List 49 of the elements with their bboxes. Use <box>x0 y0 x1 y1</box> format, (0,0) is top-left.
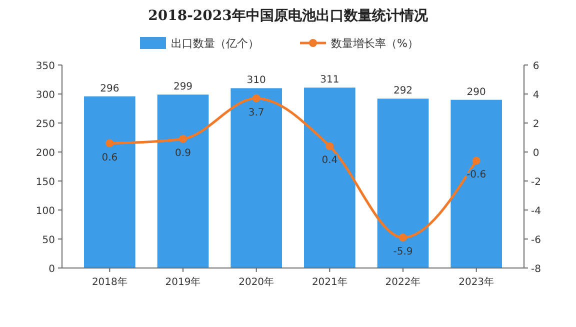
y2-tick-label: 6 <box>532 61 540 72</box>
y-tick-label: 250 <box>36 119 55 130</box>
data-label: 0.6 <box>102 152 118 164</box>
chart-title: 2018-2023年中国原电池出口数量统计情况 <box>148 7 429 24</box>
y2-tick-label: -6 <box>531 235 541 246</box>
x-tick-label: 2022年 <box>385 276 421 288</box>
data-label: 311 <box>320 74 340 86</box>
data-label: 290 <box>466 86 486 98</box>
data-label: 292 <box>393 86 413 97</box>
data-label: 310 <box>246 75 266 86</box>
point <box>179 134 187 143</box>
point <box>106 139 114 148</box>
bar <box>377 98 429 268</box>
point <box>326 142 334 150</box>
y-tick-label: 300 <box>36 90 55 101</box>
y-tick-label: 0 <box>48 264 55 275</box>
data-label: 0.9 <box>175 148 191 159</box>
data-label: 0.4 <box>322 155 338 166</box>
data-label: 299 <box>173 82 193 93</box>
y2-tick-label: 2 <box>532 119 540 130</box>
y2-tick-label: 4 <box>532 90 540 101</box>
point <box>472 156 480 165</box>
y2-tick-label: -4 <box>531 206 541 217</box>
y-tick-label: 200 <box>36 148 55 159</box>
point <box>252 94 260 102</box>
point <box>399 234 407 242</box>
x-tick-label: 2020年 <box>238 276 274 288</box>
bar <box>230 88 282 268</box>
y-tick-label: 100 <box>36 206 55 217</box>
data-label: -5.9 <box>393 246 413 258</box>
y-tick-label: 50 <box>42 235 55 246</box>
data-label: 296 <box>100 83 120 94</box>
x-tick-label: 2018年 <box>92 276 128 288</box>
x-tick-label: 2021年 <box>312 276 348 288</box>
bar <box>157 94 209 268</box>
bar <box>450 100 502 268</box>
y2-tick-label: -8 <box>531 264 541 275</box>
y2-tick-label: -2 <box>531 177 541 188</box>
data-label: 3.7 <box>248 107 264 118</box>
x-tick-label: 2019年 <box>165 276 201 288</box>
y-tick-label: 150 <box>36 177 55 188</box>
y2-tick-label: 0 <box>532 148 540 159</box>
bar <box>304 88 356 268</box>
data-label: -0.6 <box>466 170 486 181</box>
legend-label: 出口数量（亿个） <box>171 37 259 50</box>
y-tick-label: 350 <box>36 61 55 72</box>
bar <box>84 96 136 268</box>
x-tick-label: 2023年 <box>458 276 494 288</box>
legend-label: 数量增长率（%） <box>331 37 418 50</box>
